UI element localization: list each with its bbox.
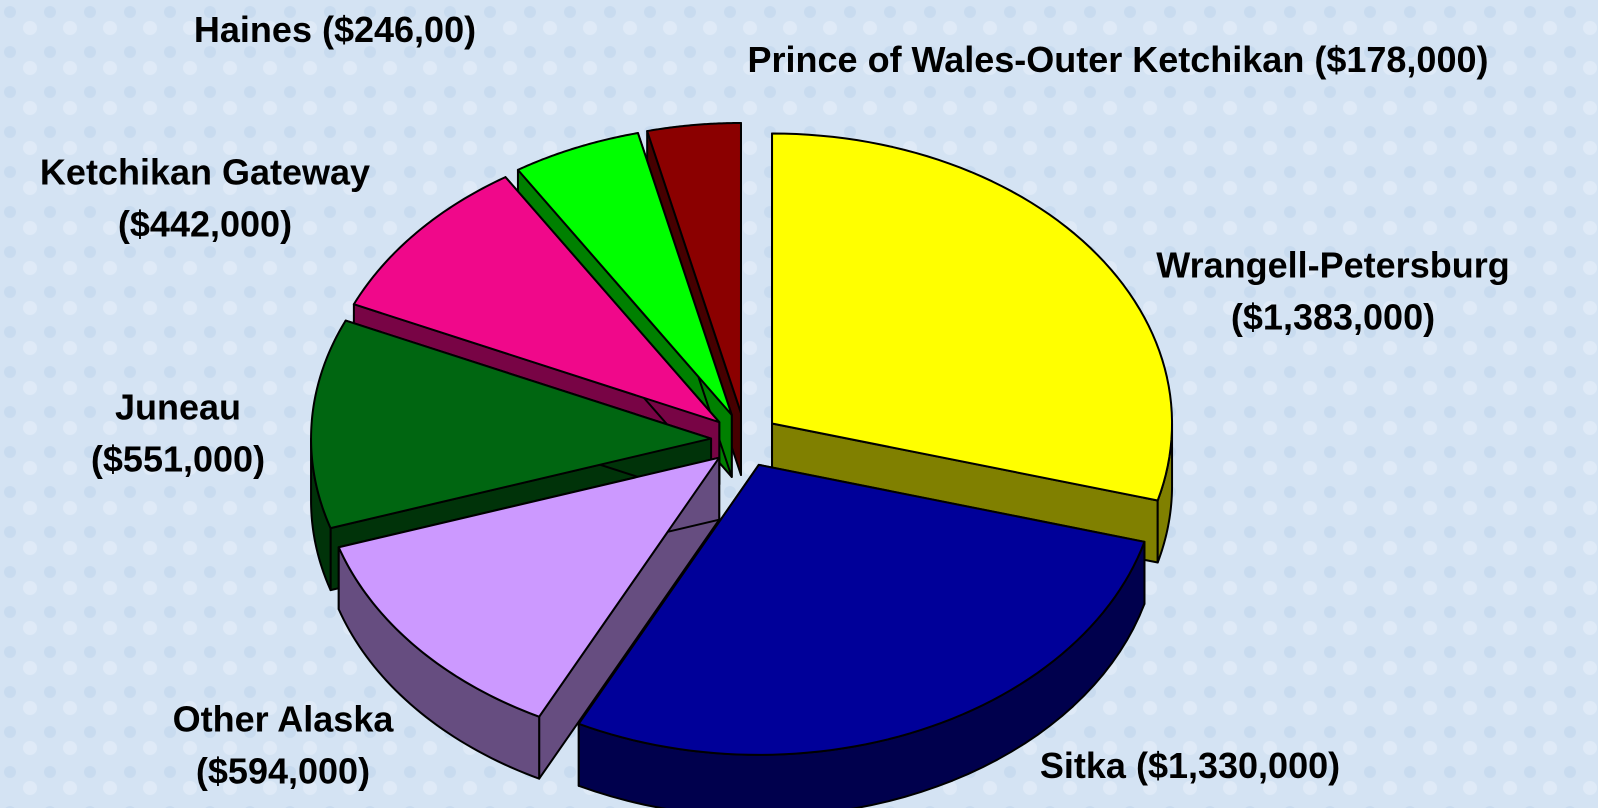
slice-label: Ketchikan Gateway bbox=[40, 152, 370, 193]
slice-top bbox=[337, 456, 721, 718]
slice bbox=[577, 463, 1146, 808]
slice-name: Prince of Wales-Outer Ketchikan bbox=[748, 39, 1305, 80]
slice-label: Prince of Wales-Outer Ketchikan ($178,00… bbox=[748, 39, 1489, 80]
value-label: ($246,00) bbox=[322, 9, 476, 50]
slice-top bbox=[516, 132, 733, 416]
slice-top bbox=[310, 319, 713, 530]
slice bbox=[337, 456, 721, 780]
slice-top bbox=[352, 176, 721, 424]
slice-top bbox=[646, 121, 742, 414]
value-label: ($551,000) bbox=[91, 439, 265, 480]
value-label: ($178,000) bbox=[1314, 39, 1488, 80]
value-label: ($1,383,000) bbox=[1231, 297, 1435, 338]
slice-top bbox=[771, 132, 1174, 502]
slice-label: Sitka ($1,330,000) bbox=[1040, 745, 1340, 786]
value-label: ($1,330,000) bbox=[1136, 745, 1340, 786]
slice-top bbox=[577, 463, 1146, 756]
value-label: ($594,000) bbox=[196, 751, 370, 792]
slice-label: Haines ($246,00) bbox=[194, 9, 476, 50]
slice-label: Juneau bbox=[115, 387, 241, 428]
slice-name: Sitka bbox=[1040, 745, 1127, 786]
slice-label: Wrangell-Petersburg bbox=[1156, 245, 1509, 286]
slice-label: Other Alaska bbox=[173, 699, 395, 740]
value-label: ($442,000) bbox=[118, 204, 292, 245]
slice-name: Haines bbox=[194, 9, 312, 50]
